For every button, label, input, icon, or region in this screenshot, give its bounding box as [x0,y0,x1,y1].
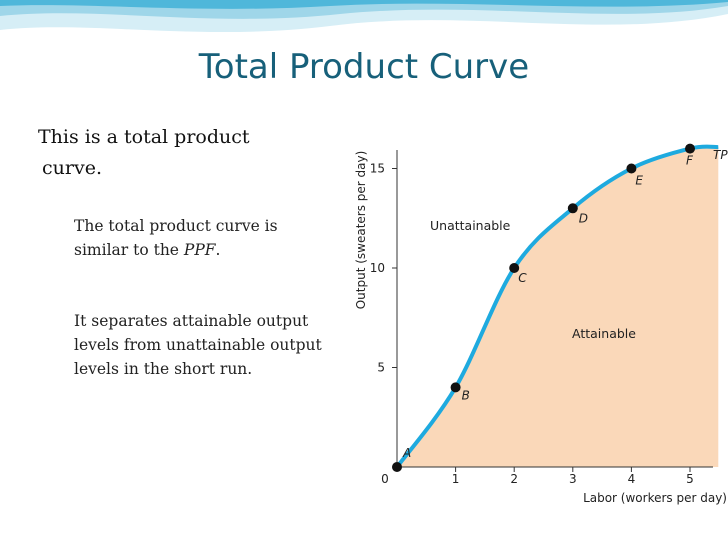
point-label-E: E [635,174,643,188]
region-label-attainable: Attainable [572,326,636,341]
point-F [685,143,695,154]
sub-point-2: It separates attainable output levels fr… [74,312,322,378]
sub-point-1-c: . [215,241,221,259]
point-label-A: A [402,446,411,460]
point-E [626,163,637,174]
slide-body: This is a total product curve. The total… [38,122,338,378]
point-label-C: C [518,271,527,285]
point-A [392,462,402,472]
point-D [567,203,578,214]
x-tick-label-2: 2 [510,472,518,486]
point-C [509,263,520,273]
total-product-chart: 0 1 2 3 4 5 5 10 15 A B C D E F TP Unattainable Attai… [354,143,728,505]
y-axis-label: Output (sweaters per day) [354,151,368,310]
sub-point-1-b: similar to the [74,241,184,259]
slide-title: Total Product Curve [198,47,530,87]
point-label-F: F [686,154,694,168]
y-tick-label-10: 10 [370,261,385,275]
sub-point-1-em: PPF [183,241,216,259]
x-tick-label-0: 0 [381,472,389,486]
bullet-line-2: curve. [42,157,102,179]
bullet-line-1: This is a total product [38,126,250,148]
point-label-B: B [462,388,470,402]
point-label-D: D [579,211,588,225]
y-tick-label-15: 15 [370,162,385,176]
series-label-tp: TP [713,148,728,162]
x-tick-label-5: 5 [686,472,694,486]
x-axis-label: Labor (workers per day) [583,491,727,505]
x-tick-label-3: 3 [569,472,577,486]
region-label-unattainable: Unattainable [430,218,511,233]
header-waves [0,0,728,33]
sub-point-1-a: The total product curve is [74,217,278,235]
point-B [450,382,461,393]
sub-point-1: The total product curve is similar to th… [74,214,336,262]
y-tick-label-5: 5 [377,361,385,375]
attainable-area [397,146,719,467]
x-tick-label-1: 1 [452,472,460,486]
x-tick-label-4: 4 [628,472,636,486]
